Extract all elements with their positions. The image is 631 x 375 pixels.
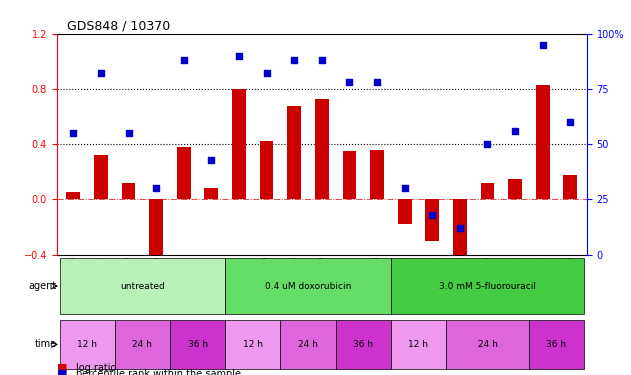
Text: time: time <box>35 339 57 350</box>
Point <box>68 130 78 136</box>
Bar <box>425 200 439 241</box>
Bar <box>287 105 301 200</box>
FancyBboxPatch shape <box>115 320 170 369</box>
Text: 24 h: 24 h <box>133 340 152 349</box>
Text: log ratio: log ratio <box>76 363 116 373</box>
Bar <box>508 178 522 200</box>
Point <box>455 225 465 231</box>
FancyBboxPatch shape <box>529 320 584 369</box>
FancyBboxPatch shape <box>59 320 115 369</box>
Point <box>317 57 327 63</box>
Point <box>96 70 106 76</box>
Bar <box>122 183 136 200</box>
Text: ■: ■ <box>57 363 68 373</box>
Text: GDS848 / 10370: GDS848 / 10370 <box>68 20 170 33</box>
Text: 0.4 uM doxorubicin: 0.4 uM doxorubicin <box>265 282 351 291</box>
Bar <box>453 200 467 266</box>
Text: 24 h: 24 h <box>478 340 497 349</box>
Point <box>289 57 299 63</box>
Bar <box>94 155 108 200</box>
Point <box>565 119 575 125</box>
Point <box>345 80 355 86</box>
Point <box>206 157 216 163</box>
Text: 36 h: 36 h <box>546 340 567 349</box>
FancyBboxPatch shape <box>225 320 280 369</box>
Text: untreated: untreated <box>120 282 165 291</box>
Text: 24 h: 24 h <box>298 340 318 349</box>
Point <box>427 212 437 218</box>
Point <box>234 53 244 59</box>
Bar <box>177 147 191 200</box>
Point <box>538 42 548 48</box>
Point <box>372 80 382 86</box>
Text: 36 h: 36 h <box>187 340 208 349</box>
Text: 3.0 mM 5-fluorouracil: 3.0 mM 5-fluorouracil <box>439 282 536 291</box>
FancyBboxPatch shape <box>170 320 225 369</box>
FancyBboxPatch shape <box>59 258 225 315</box>
Bar <box>563 174 577 200</box>
FancyBboxPatch shape <box>446 320 529 369</box>
Text: agent: agent <box>28 281 57 291</box>
Bar <box>260 141 273 200</box>
Text: ■: ■ <box>57 369 68 375</box>
Point <box>483 141 493 147</box>
Bar <box>315 99 329 200</box>
FancyBboxPatch shape <box>391 258 584 315</box>
Bar <box>204 188 218 200</box>
Bar <box>66 192 80 200</box>
Bar <box>343 151 357 200</box>
Point <box>262 70 272 76</box>
Point <box>399 185 410 191</box>
Bar <box>232 89 246 200</box>
Text: 12 h: 12 h <box>408 340 428 349</box>
Point <box>179 57 189 63</box>
Text: percentile rank within the sample: percentile rank within the sample <box>76 369 240 375</box>
FancyBboxPatch shape <box>336 320 391 369</box>
Bar <box>536 85 550 200</box>
Point <box>151 185 162 191</box>
Text: 36 h: 36 h <box>353 340 374 349</box>
Text: 12 h: 12 h <box>77 340 97 349</box>
Bar <box>150 200 163 261</box>
FancyBboxPatch shape <box>225 258 391 315</box>
Text: 12 h: 12 h <box>243 340 262 349</box>
FancyBboxPatch shape <box>280 320 336 369</box>
Bar <box>481 183 494 200</box>
FancyBboxPatch shape <box>391 320 446 369</box>
Bar <box>370 150 384 200</box>
Bar <box>398 200 411 224</box>
Point <box>124 130 134 136</box>
Point <box>510 128 520 134</box>
